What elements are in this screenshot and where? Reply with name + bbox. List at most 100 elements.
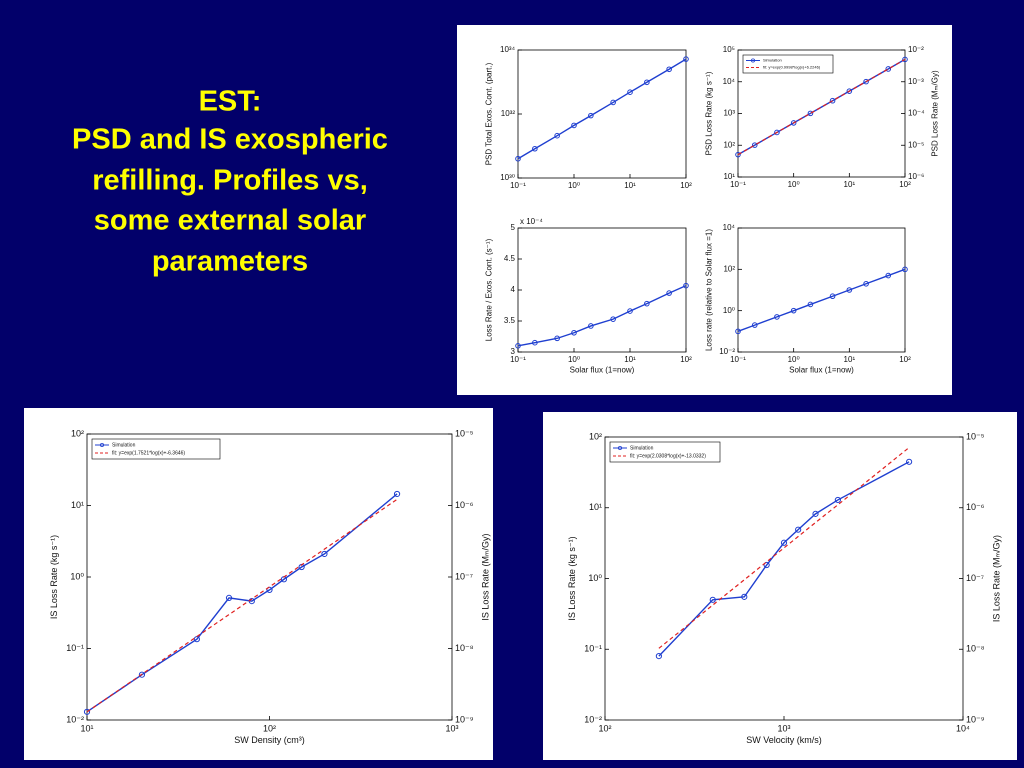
data-point <box>763 561 770 569</box>
y2-tick-label: 10⁻² <box>908 45 924 54</box>
series-line <box>517 58 687 160</box>
y-tick-label: 10⁰ <box>588 573 602 583</box>
y-tick-label: 10⁰ <box>723 306 735 315</box>
data-point <box>532 339 538 346</box>
y2-axis-label: PSD Loss Rate (Mₘ/Gy) <box>931 70 940 157</box>
legend-marker <box>751 58 756 63</box>
y-tick-label: 10¹ <box>71 500 84 510</box>
y-tick-label: 10³² <box>501 109 516 118</box>
data-point <box>795 526 802 533</box>
slide-title: some external solar <box>94 205 366 237</box>
x-axis-label: SW Velocity (km/s) <box>746 735 822 745</box>
x-axis-label: SW Density (cm³) <box>234 735 305 745</box>
y-tick-label: 10² <box>723 264 735 273</box>
y-axis-label: Loss rate (relative to Solar flux =1) <box>704 229 713 351</box>
legend-box <box>609 441 721 463</box>
y-tick-label: 4.5 <box>504 254 516 263</box>
series-line <box>86 498 398 713</box>
data-point <box>885 66 892 72</box>
plot-area <box>86 433 453 721</box>
data-point <box>790 120 797 126</box>
y2-tick-label: 10⁻⁵ <box>908 140 924 149</box>
data-point <box>515 343 521 349</box>
y-tick-label: 10⁻² <box>584 714 602 724</box>
data-point <box>515 155 521 162</box>
data-point <box>751 322 758 328</box>
y-tick-label: 10³ <box>723 109 735 118</box>
data-point <box>735 328 741 335</box>
y2-tick-label: 10⁻⁶ <box>455 500 474 510</box>
x-tick-label: 10¹ <box>844 180 856 189</box>
y-tick-label: 3 <box>511 347 516 356</box>
data-point <box>834 496 841 504</box>
data-point <box>83 708 91 715</box>
y2-tick-label: 10⁻⁴ <box>908 109 925 118</box>
y2-tick-label: 10⁻⁹ <box>455 714 474 724</box>
y-tick-label: 10¹ <box>723 172 735 181</box>
y2-tick-label: 10⁻⁹ <box>966 714 985 724</box>
y2-tick-label: 10⁻⁸ <box>966 644 985 654</box>
x-tick-label: 10² <box>598 723 611 733</box>
y2-tick-label: 10⁻⁶ <box>966 502 985 512</box>
series-line <box>86 493 398 713</box>
x-tick-label: 10³ <box>445 723 458 733</box>
plot-area <box>517 49 687 179</box>
x-tick-label: 10² <box>899 355 911 364</box>
y2-axis-label: IS Loss Rate (Mₘ/Gy) <box>992 535 1002 622</box>
data-point <box>683 282 689 289</box>
y-axis-label: IS Loss Rate (kg s⁻¹) <box>49 535 59 619</box>
x-tick-label: 10⁻¹ <box>510 355 526 364</box>
slide-title: PSD and IS exospheric <box>72 124 388 156</box>
x-tick-label: 10⁻¹ <box>730 180 746 189</box>
data-point <box>906 458 913 465</box>
data-point <box>780 539 788 546</box>
series-line <box>737 58 906 156</box>
data-point <box>863 280 869 287</box>
y-tick-label: 10² <box>589 431 602 441</box>
y-axis-label: PSD Loss Rate (kg s⁻¹) <box>704 71 713 155</box>
plot-area <box>604 436 964 721</box>
y-tick-label: 4 <box>511 285 516 294</box>
data-point <box>774 129 780 136</box>
y-tick-label: 10² <box>723 140 735 149</box>
data-point <box>812 510 819 517</box>
data-point <box>741 593 748 600</box>
data-point <box>846 88 853 94</box>
legend-label: fit: y=exp(0.9998*log(x)+6.2246) <box>763 65 821 70</box>
x-tick-label: 10¹ <box>624 181 636 190</box>
y2-tick-label: 10⁻⁶ <box>908 172 924 181</box>
y-tick-label: 10⁻² <box>719 347 735 356</box>
data-point <box>588 323 594 329</box>
y2-tick-label: 10⁻⁸ <box>455 643 474 653</box>
data-point <box>751 142 758 148</box>
data-point <box>829 97 836 104</box>
y-tick-label: 10³⁰ <box>500 173 515 182</box>
data-point <box>846 287 853 293</box>
legend-label: fit: y=exp(1.7521*log(x)+-6.3646) <box>112 450 185 456</box>
y-axis-label: PSD Total Exos. Cont. (part.) <box>484 62 493 165</box>
data-point <box>138 671 146 678</box>
x-tick-label: 10¹ <box>80 723 93 733</box>
data-point <box>225 594 233 602</box>
data-point <box>902 56 908 63</box>
y-tick-label: 3.5 <box>504 316 516 325</box>
x-tick-label: 10⁻¹ <box>730 355 746 364</box>
data-point <box>709 596 716 603</box>
y-tick-label: 10⁰ <box>70 571 84 581</box>
data-point <box>807 301 814 308</box>
y-tick-label: 10⁻² <box>66 714 84 724</box>
data-point <box>885 272 892 279</box>
data-point <box>610 99 616 106</box>
y-tick-label: 10⁻¹ <box>66 643 84 653</box>
data-point <box>774 314 780 320</box>
x-tick-label: 10² <box>680 181 692 190</box>
series-line <box>517 285 687 347</box>
data-point <box>655 653 662 660</box>
y-tick-label: 10² <box>71 428 84 438</box>
slide-title: refilling. Profiles vs, <box>92 165 368 197</box>
y-tick-label: 5 <box>511 223 516 232</box>
legend-label: Simulation <box>763 58 782 63</box>
plot-area <box>517 227 687 353</box>
data-point <box>554 335 560 342</box>
